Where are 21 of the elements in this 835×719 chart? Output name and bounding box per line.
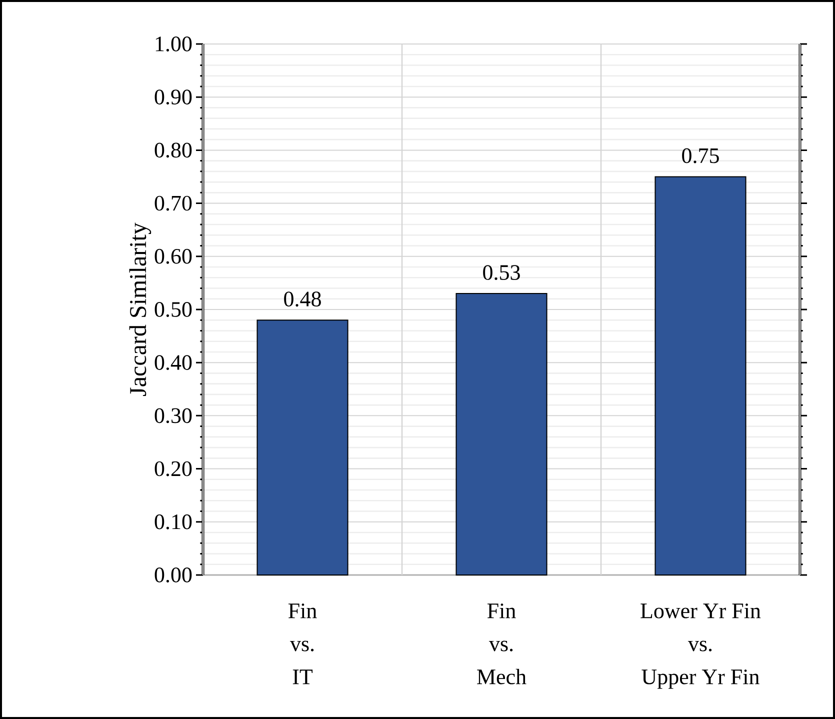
y-tick-label: 0.30 <box>154 408 192 424</box>
y-tick-label: 0.80 <box>154 142 192 158</box>
y-tick-label: 1.00 <box>156 36 192 52</box>
x-tick-label: Lower Yr Fin vs. Upper Yr Fin <box>640 604 761 689</box>
bar <box>654 176 746 576</box>
y-tick-label: 0.00 <box>154 568 192 582</box>
x-tick-label: Fin vs. Mech <box>477 604 526 684</box>
y-tick-label: 0.50 <box>154 302 192 317</box>
x-tick-label: Fin vs. IT <box>288 604 317 684</box>
y-tick-label: 0.40 <box>154 355 192 370</box>
data-label: 0.53 <box>483 265 520 280</box>
data-label: 0.48 <box>284 292 321 307</box>
y-axis-title: Jaccard Similarity <box>129 222 152 396</box>
data-label: 0.75 <box>682 148 719 164</box>
y-tick-label: 0.10 <box>154 514 192 530</box>
y-tick-label: 0.90 <box>154 90 192 105</box>
y-tick-label: 0.70 <box>154 196 192 211</box>
y-tick-label: 0.20 <box>154 461 192 476</box>
bar <box>256 320 348 576</box>
bar <box>456 293 548 576</box>
y-tick-label: 0.60 <box>154 248 192 264</box>
